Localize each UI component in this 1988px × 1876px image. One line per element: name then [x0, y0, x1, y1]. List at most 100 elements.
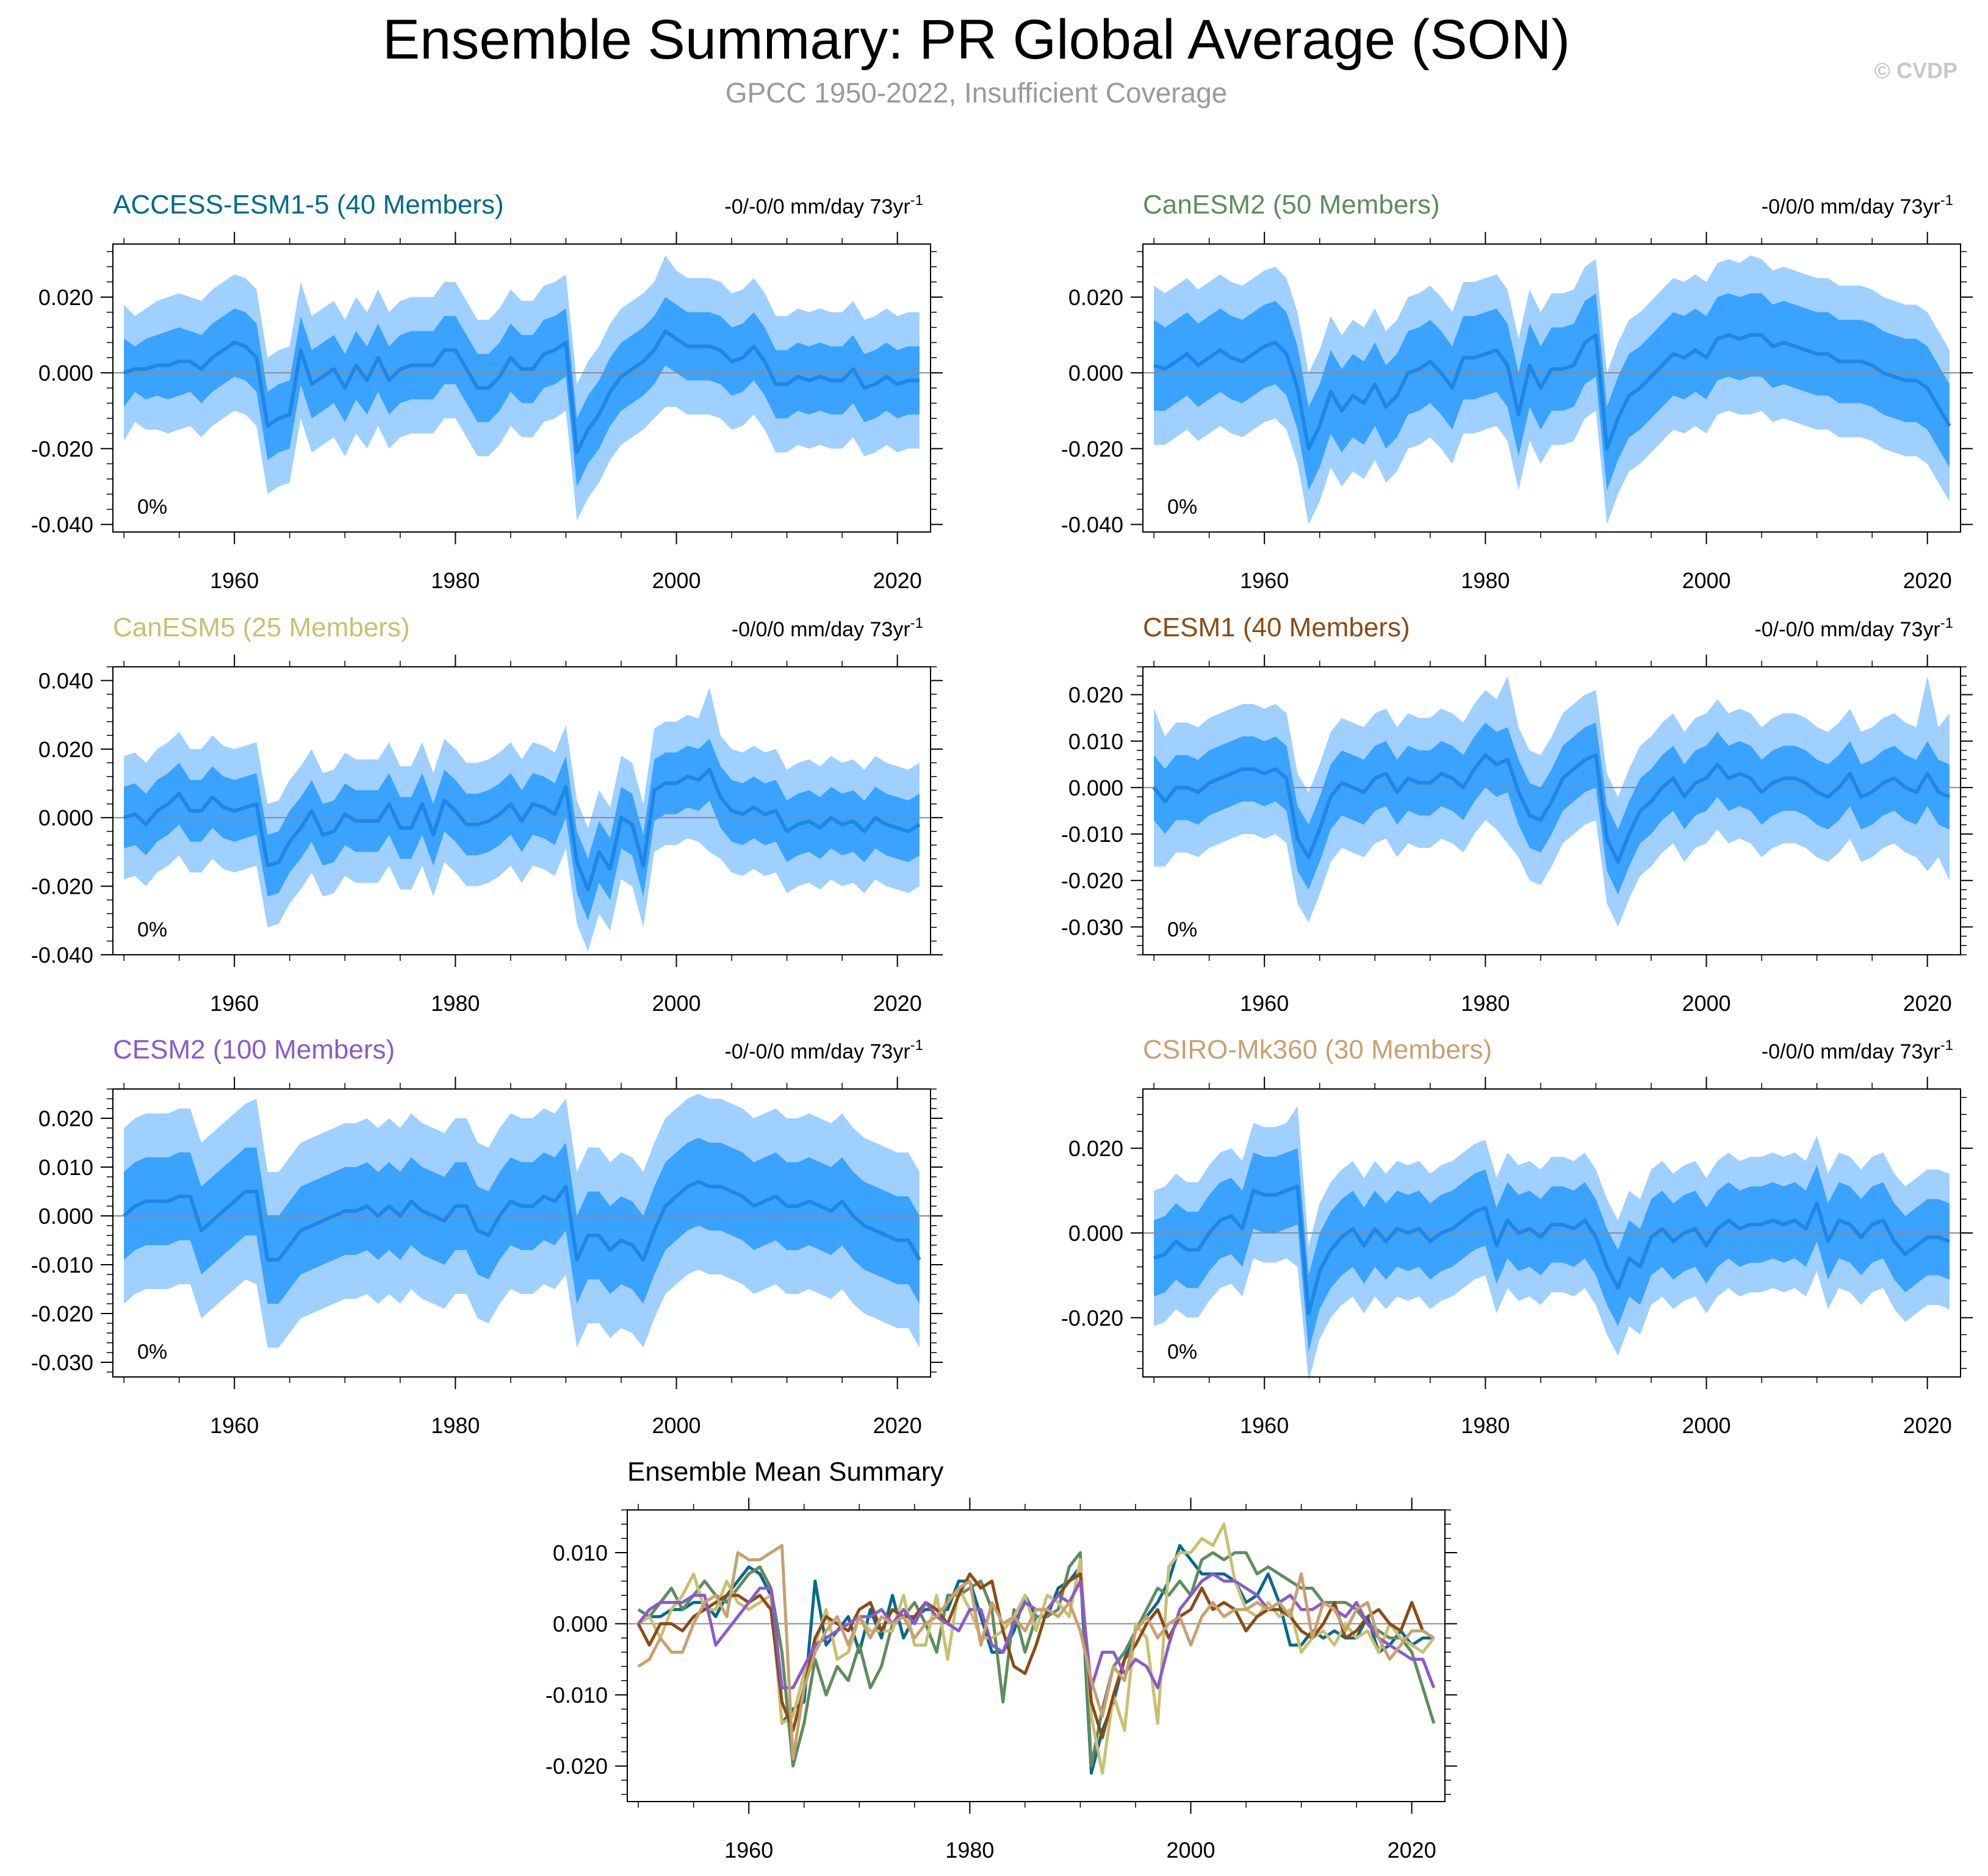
- inner-range-band: [124, 739, 920, 921]
- x-tick-label: 1980: [1461, 991, 1510, 1016]
- x-tick-label: 2000: [1682, 568, 1730, 593]
- x-tick-label: 2000: [1682, 1413, 1730, 1438]
- trend-label-exponent: -1: [1940, 1037, 1953, 1054]
- x-tick-label: 2000: [1682, 991, 1730, 1016]
- y-tick-label: 0.020: [38, 1106, 93, 1131]
- trend-label: -0/-0/0 mm/day 73yr-1: [724, 1037, 923, 1063]
- series-line-4: [636, 1572, 1435, 1739]
- x-tick-label: 1980: [431, 1413, 480, 1438]
- inner-range-band: [1154, 722, 1950, 894]
- x-tick-label: 1980: [431, 568, 480, 593]
- plot-frame: [112, 666, 931, 955]
- ensemble-mean-line: [123, 1180, 921, 1262]
- chart-panel-1: ACCESS-ESM1-5 (40 Members) -0/-0/0 mm/day…: [31, 190, 943, 593]
- y-tick-label: 0.000: [553, 1612, 608, 1637]
- y-tick-label: -0.020: [31, 874, 93, 899]
- inner-range-band: [124, 296, 920, 487]
- percent-label: 0%: [137, 495, 167, 519]
- y-tick-label: -0.020: [1061, 868, 1123, 893]
- y-tick-label: -0.020: [31, 1301, 93, 1326]
- y-tick-label: 0.020: [1068, 683, 1123, 708]
- trend-label-exponent: -1: [910, 615, 923, 631]
- trend-label: -0/0/0 mm/day 73yr-1: [1762, 192, 1953, 218]
- chart-panel-4: CESM1 (40 Members) -0/-0/0 mm/day 73yr-1 0…: [1061, 613, 1973, 1016]
- x-tick-label: 2020: [873, 991, 922, 1016]
- trend-label: -0/0/0 mm/day 73yr-1: [732, 615, 923, 641]
- x-tick-label: 2020: [873, 1413, 922, 1438]
- panel-title: CESM2 (100 Members): [113, 1035, 395, 1065]
- y-tick-label: -0.010: [1061, 822, 1123, 847]
- x-tick-label: 2020: [1903, 991, 1952, 1016]
- y-tick-label: 0.000: [38, 1204, 93, 1229]
- x-tick-label: 2020: [1903, 568, 1952, 593]
- y-tick-label: -0.020: [546, 1754, 608, 1779]
- inner-range-band: [1154, 293, 1950, 491]
- y-tick-label: 0.000: [1068, 1221, 1123, 1246]
- x-tick-label: 1960: [1240, 1413, 1289, 1438]
- trend-label-exponent: -1: [1940, 192, 1953, 209]
- y-tick-label: -0.010: [546, 1683, 608, 1708]
- y-tick-label: -0.020: [31, 436, 93, 461]
- x-tick-label: 2020: [873, 568, 922, 593]
- trend-label-exponent: -1: [1940, 615, 1953, 631]
- inner-range-band: [124, 1138, 920, 1304]
- trend-label-exponent: -1: [910, 1037, 923, 1054]
- y-tick-label: -0.010: [31, 1252, 93, 1278]
- y-tick-label: 0.020: [38, 737, 93, 762]
- y-tick-label: 0.000: [1068, 361, 1123, 386]
- y-tick-label: 0.020: [38, 285, 93, 310]
- x-tick-label: 1980: [431, 991, 480, 1016]
- ensemble-mean-line: [1153, 1184, 1950, 1315]
- plot-frame: [1142, 666, 1961, 955]
- chart-panel-6: CSIRO-Mk360 (30 Members) -0/0/0 mm/day 73…: [1061, 1035, 1973, 1438]
- plot-frame: [627, 1509, 1446, 1802]
- panel-title: CSIRO-Mk360 (30 Members): [1143, 1035, 1492, 1065]
- chart-panel-5: CESM2 (100 Members) -0/-0/0 mm/day 73yr-1…: [31, 1035, 943, 1438]
- y-tick-label: -0.040: [1061, 512, 1123, 537]
- ensemble-mean-line: [123, 329, 920, 455]
- x-tick-label: 1980: [1461, 568, 1510, 593]
- x-tick-label: 1960: [210, 1413, 259, 1438]
- chart-panel-2: CanESM2 (50 Members) -0/0/0 mm/day 73yr-1…: [1061, 190, 1973, 593]
- series-line-6: [637, 1544, 1435, 1761]
- x-tick-label: 2000: [652, 991, 700, 1016]
- watermark: © CVDP: [1874, 58, 1957, 83]
- series-line-1: [637, 1544, 1434, 1775]
- panel-title: CanESM2 (50 Members): [1143, 190, 1440, 220]
- x-tick-label: 2000: [652, 568, 700, 593]
- x-tick-label: 1980: [1461, 1413, 1510, 1438]
- panel-title: CanESM5 (25 Members): [113, 613, 410, 642]
- chart-panels: ACCESS-ESM1-5 (40 Members) -0/-0/0 mm/day…: [31, 190, 1973, 1863]
- ensemble-mean-line: [123, 767, 921, 892]
- y-tick-label: 0.010: [1068, 729, 1123, 754]
- percent-label: 0%: [137, 918, 167, 941]
- plot-frame: [112, 1088, 931, 1378]
- y-tick-label: 0.000: [1068, 775, 1123, 800]
- y-tick-label: -0.040: [31, 512, 93, 537]
- percent-label: 0%: [1167, 495, 1197, 519]
- percent-label: 0%: [137, 1340, 167, 1364]
- y-tick-label: -0.020: [1061, 1306, 1123, 1331]
- x-tick-label: 1960: [210, 568, 259, 593]
- panel-title: Ensemble Mean Summary: [627, 1457, 943, 1487]
- figure-subtitle: GPCC 1950-2022, Insufficient Coverage: [726, 77, 1228, 109]
- y-tick-label: -0.030: [1061, 915, 1123, 940]
- y-tick-label: -0.030: [31, 1350, 93, 1375]
- y-tick-label: 0.010: [553, 1540, 608, 1565]
- trend-label: -0/-0/0 mm/day 73yr-1: [1754, 615, 1953, 641]
- y-tick-label: 0.000: [38, 805, 93, 830]
- ensemble-mean-line: [1153, 333, 1951, 451]
- y-tick-label: 0.010: [38, 1155, 93, 1180]
- x-tick-label: 2000: [1166, 1838, 1215, 1863]
- y-tick-label: 0.020: [1068, 1136, 1123, 1161]
- trend-label-exponent: -1: [910, 192, 923, 209]
- trend-label: -0/0/0 mm/day 73yr-1: [1762, 1037, 1953, 1063]
- series-line-2: [637, 1551, 1436, 1768]
- panel-title: ACCESS-ESM1-5 (40 Members): [113, 190, 504, 220]
- ensemble-mean-line: [1152, 753, 1951, 864]
- y-tick-label: -0.040: [31, 943, 93, 968]
- x-tick-label: 2000: [652, 1413, 700, 1438]
- y-tick-label: 0.000: [38, 361, 93, 386]
- chart-panel-7: Ensemble Mean Summary -0.020 -0.010 0.000 0.…: [546, 1457, 1457, 1863]
